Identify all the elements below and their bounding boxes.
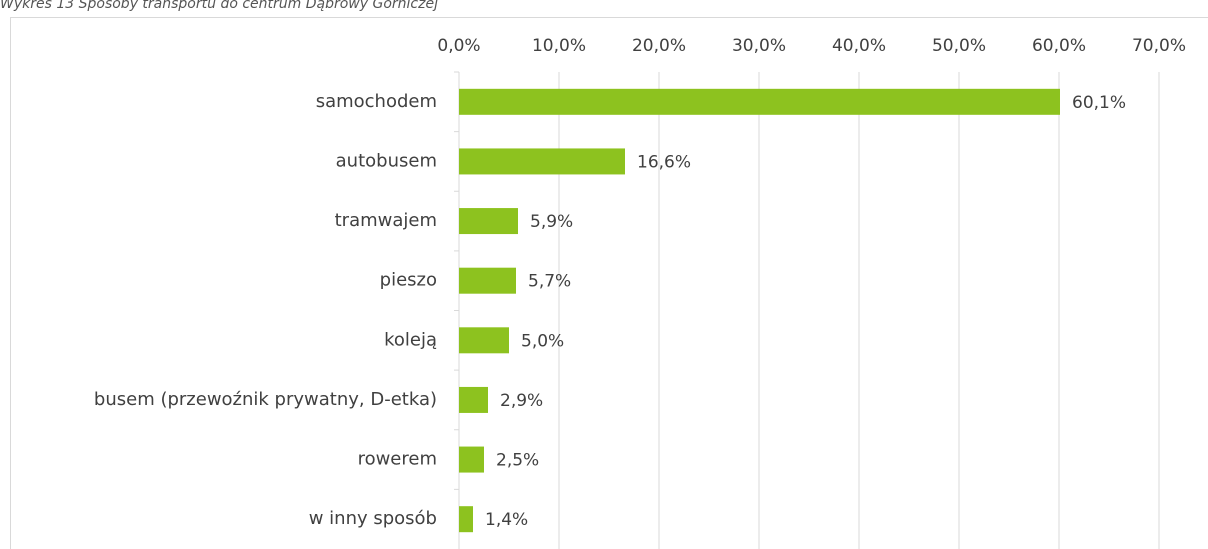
bar <box>459 446 484 473</box>
x-tick-label: 20,0% <box>632 36 686 56</box>
bar <box>459 386 488 413</box>
x-tick-label: 0,0% <box>437 36 480 56</box>
y-tick-label: tramwajem <box>335 210 437 231</box>
value-label: 16,6% <box>637 152 691 172</box>
x-tick-label: 70,0% <box>1132 36 1186 56</box>
value-label: 5,9% <box>530 212 573 232</box>
x-tick-label: 10,0% <box>532 36 586 56</box>
value-label: 5,0% <box>521 331 564 351</box>
chart-title: Wykres 13 Sposoby transportu do centrum … <box>0 0 438 12</box>
y-tick-label: samochodem <box>316 91 437 112</box>
bar <box>459 208 518 235</box>
bar <box>459 267 516 294</box>
y-tick-label: busem (przewoźnik prywatny, D-etka) <box>94 389 437 410</box>
bar <box>459 148 625 175</box>
x-tick-label: 60,0% <box>1032 36 1086 56</box>
bar <box>459 88 1060 115</box>
y-tick-label: koleją <box>384 329 437 350</box>
chart-border <box>10 17 1208 549</box>
x-tick-label: 50,0% <box>932 36 986 56</box>
value-label: 1,4% <box>485 510 528 530</box>
x-tick-label: 30,0% <box>732 36 786 56</box>
y-tick-label: w inny sposób <box>309 508 437 529</box>
value-label: 2,5% <box>496 451 539 471</box>
y-tick-label: pieszo <box>380 270 437 291</box>
value-label: 60,1% <box>1072 93 1126 113</box>
bar <box>459 506 473 533</box>
y-tick-label: autobusem <box>336 150 437 171</box>
x-tick-label: 40,0% <box>832 36 886 56</box>
y-tick-label: rowerem <box>358 449 437 470</box>
bar <box>459 327 509 354</box>
value-label: 2,9% <box>500 391 543 411</box>
value-label: 5,7% <box>528 272 571 292</box>
